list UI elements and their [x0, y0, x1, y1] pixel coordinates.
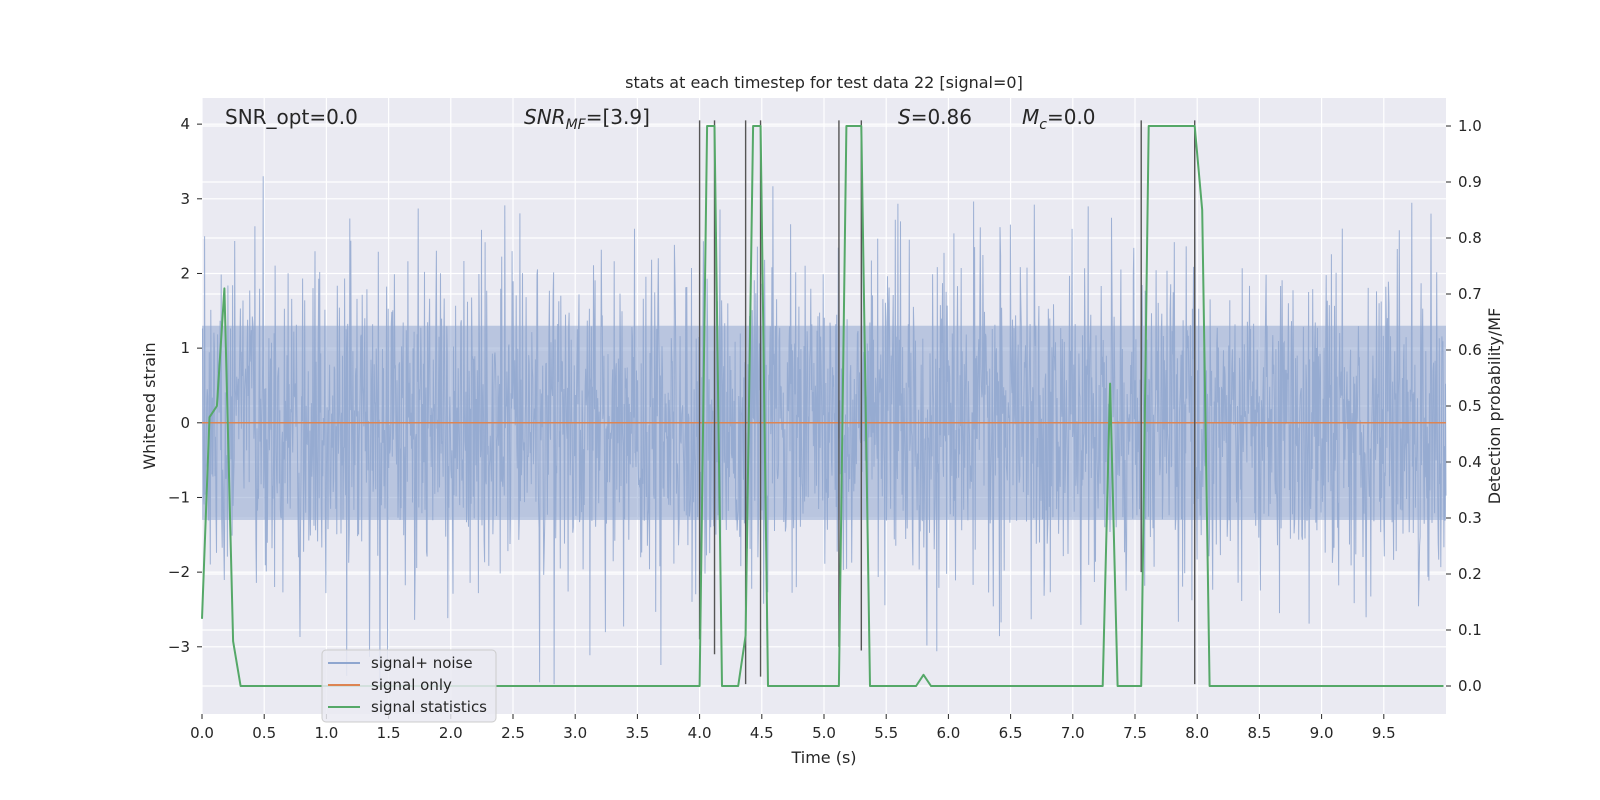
y-left-tick-label-6: 3	[180, 190, 190, 208]
x-axis-label: Time (s)	[790, 748, 856, 767]
x-tick-label-9: 4.5	[750, 724, 774, 742]
legend: signal+ noise signal only signal statist…	[321, 649, 497, 723]
legend-label-noise: signal+ noise	[371, 654, 473, 672]
y-left-tick-label-7: 4	[180, 115, 190, 133]
y-right-tick-label-8: 0.8	[1458, 229, 1482, 247]
y-left-tick-label-3: 0	[180, 414, 190, 432]
x-tick-label-10: 5.0	[812, 724, 836, 742]
y-left-tick-label-2: −1	[168, 488, 190, 506]
y-left-tick-label-0: −3	[168, 638, 190, 656]
y-left-tick-label-4: 1	[180, 339, 190, 357]
y-right-tick-label-4: 0.4	[1458, 453, 1482, 471]
y-left-tick-label-1: −2	[168, 563, 190, 581]
annotation-snr-mf: SNRMF=[3.9]	[524, 105, 650, 133]
y-right-tick-label-9: 0.9	[1458, 173, 1482, 191]
x-axis-ticks: 0.0 0.5 1.0 1.5 2.0 2.5 3.0 3.5 4.0 4.5 5.0 5.5 6.0 6…	[190, 714, 1396, 742]
x-tick-label-15: 7.5	[1123, 724, 1147, 742]
x-tick-label-3: 1.5	[377, 724, 401, 742]
y-axis-left-ticks: −3 −2 −1 0 1 2 3 4	[168, 115, 202, 656]
x-tick-label-8: 4.0	[688, 724, 712, 742]
noise-line	[201, 176, 1447, 685]
signal-statistics-series	[201, 125, 1444, 687]
x-tick-label-0: 0.0	[190, 724, 214, 742]
annotation-snr-mf-value: =[3.9]	[586, 105, 650, 129]
legend-label-stats: signal statistics	[371, 698, 487, 716]
x-tick-label-7: 3.5	[625, 724, 649, 742]
chart-title: stats at each timestep for test data 22 …	[625, 73, 1023, 92]
legend-box	[321, 649, 497, 723]
y-right-tick-label-1: 0.1	[1458, 621, 1482, 639]
y-axis-left-label: Whitened strain	[140, 342, 159, 469]
vertical-markers	[698, 120, 1196, 685]
x-tick-label-1: 0.5	[252, 724, 276, 742]
y-axis-right-ticks: 0.0 0.1 0.2 0.3 0.4 0.5 0.6 0.7 0.8 0.9 1.0	[1446, 117, 1482, 695]
annotation-snr-mf-sub: MF	[566, 117, 587, 133]
y-right-tick-label-5: 0.5	[1458, 397, 1482, 415]
x-tick-label-18: 9.0	[1310, 724, 1334, 742]
x-tick-label-13: 6.5	[999, 724, 1023, 742]
annotation-s-value: =0.86	[911, 105, 972, 129]
x-tick-label-12: 6.0	[936, 724, 960, 742]
annotation-snr-opt: SNR_opt=0.0	[225, 105, 358, 129]
signal-statistics-line	[201, 125, 1444, 687]
annotation-snr-mf-main: SNR	[524, 105, 566, 129]
x-tick-label-14: 7.0	[1061, 724, 1085, 742]
annotation-mc-sub: c	[1039, 117, 1047, 133]
x-tick-label-17: 8.5	[1247, 724, 1271, 742]
y-right-tick-label-0: 0.0	[1458, 677, 1482, 695]
x-tick-label-6: 3.0	[563, 724, 587, 742]
x-tick-label-2: 1.0	[314, 724, 338, 742]
y-axis-right-label: Detection probability/MF	[1485, 308, 1504, 505]
annotation-mc-value: =0.0	[1047, 105, 1096, 129]
annotation-mc: Mc=0.0	[1022, 105, 1096, 133]
y-right-tick-label-7: 0.7	[1458, 285, 1482, 303]
y-right-tick-label-2: 0.2	[1458, 565, 1482, 583]
x-tick-label-19: 9.5	[1372, 724, 1396, 742]
x-tick-label-11: 5.5	[874, 724, 898, 742]
x-tick-label-4: 2.0	[439, 724, 463, 742]
legend-label-signal: signal only	[371, 676, 452, 694]
y-right-tick-label-10: 1.0	[1458, 117, 1482, 135]
y-right-tick-label-6: 0.6	[1458, 341, 1482, 359]
y-left-tick-label-5: 2	[180, 264, 190, 282]
x-tick-label-5: 2.5	[501, 724, 525, 742]
annotation-s-symbol: S	[898, 105, 911, 129]
annotation-s: S=0.86	[898, 105, 972, 129]
y-right-tick-label-3: 0.3	[1458, 509, 1482, 527]
annotation-mc-main: M	[1022, 105, 1039, 129]
x-tick-label-16: 8.0	[1185, 724, 1209, 742]
